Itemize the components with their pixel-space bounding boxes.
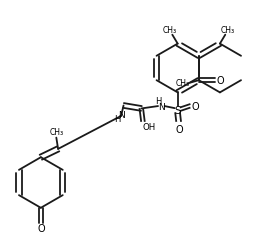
Text: H: H — [155, 97, 161, 106]
Text: O: O — [192, 102, 199, 112]
Text: H: H — [114, 114, 120, 123]
Text: CH₃: CH₃ — [220, 26, 234, 35]
Text: N: N — [118, 110, 125, 120]
Text: CH₃: CH₃ — [49, 128, 63, 136]
Text: OH: OH — [143, 122, 156, 131]
Text: O: O — [37, 223, 45, 233]
Text: CH₃: CH₃ — [175, 79, 190, 88]
Text: CH₃: CH₃ — [162, 26, 177, 35]
Text: S: S — [174, 105, 181, 115]
Text: N: N — [158, 102, 165, 111]
Text: O: O — [217, 76, 224, 86]
Text: O: O — [175, 125, 183, 135]
